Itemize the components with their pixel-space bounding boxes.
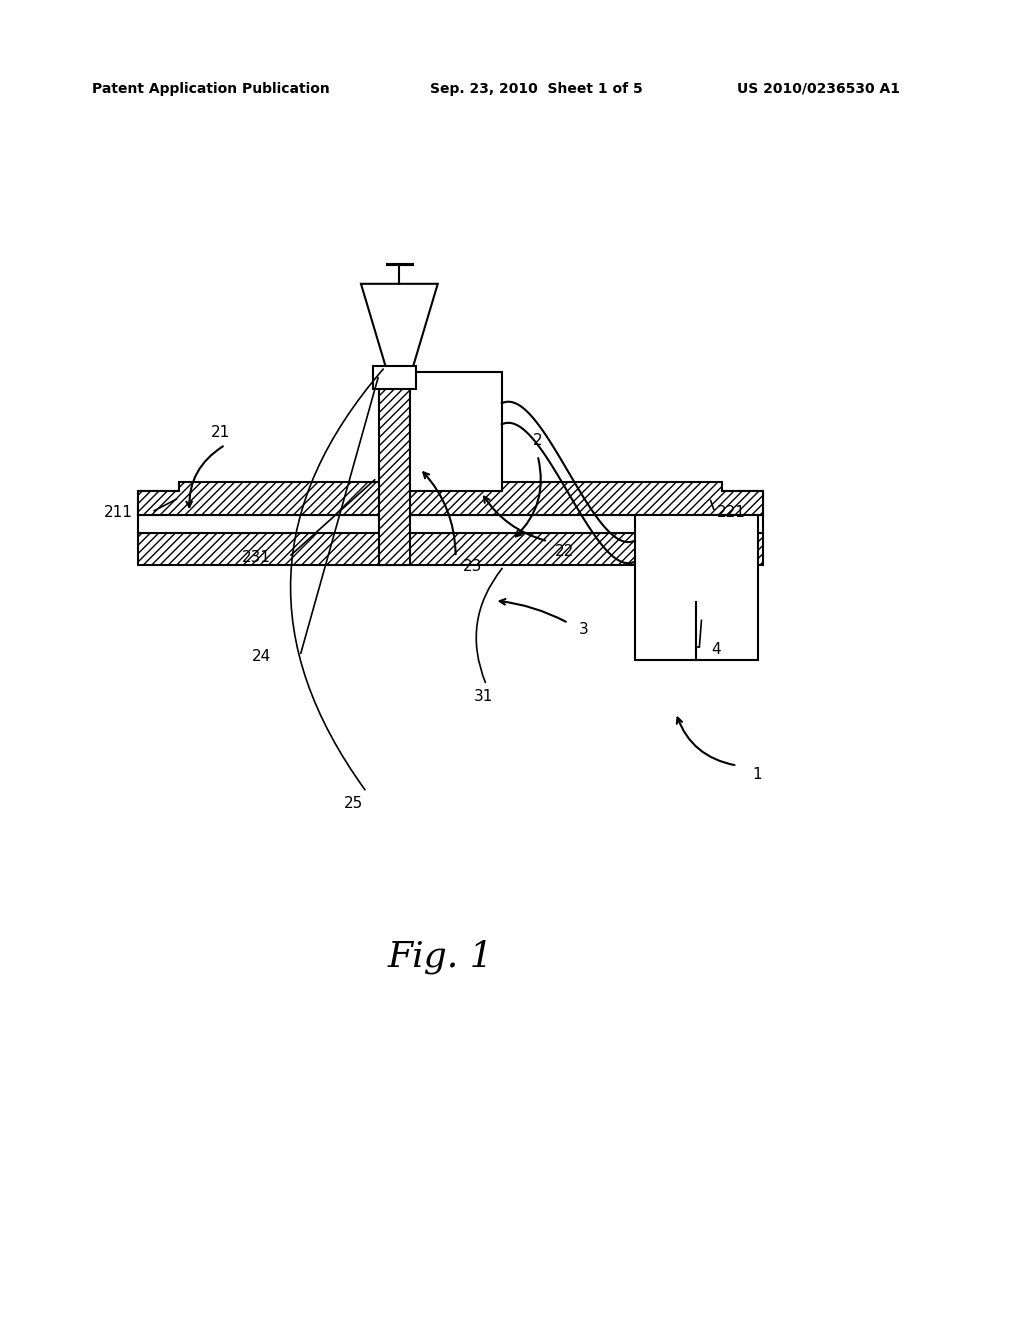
Polygon shape bbox=[373, 366, 416, 389]
Polygon shape bbox=[635, 515, 758, 660]
Text: 21: 21 bbox=[211, 425, 229, 441]
Text: 2: 2 bbox=[532, 433, 543, 449]
Text: Fig. 1: Fig. 1 bbox=[387, 940, 494, 974]
Text: US 2010/0236530 A1: US 2010/0236530 A1 bbox=[737, 82, 900, 96]
Polygon shape bbox=[138, 533, 763, 565]
Text: 211: 211 bbox=[104, 504, 133, 520]
Polygon shape bbox=[138, 515, 763, 533]
Text: 1: 1 bbox=[753, 767, 762, 783]
Text: Patent Application Publication: Patent Application Publication bbox=[92, 82, 330, 96]
Text: 24: 24 bbox=[252, 648, 271, 664]
Text: 25: 25 bbox=[344, 796, 362, 812]
Polygon shape bbox=[138, 482, 763, 515]
Polygon shape bbox=[379, 370, 410, 565]
Text: 4: 4 bbox=[712, 642, 721, 657]
Polygon shape bbox=[361, 284, 438, 370]
Polygon shape bbox=[138, 491, 763, 515]
Text: 3: 3 bbox=[579, 622, 589, 638]
Polygon shape bbox=[410, 372, 502, 491]
Text: 23: 23 bbox=[463, 558, 482, 574]
Text: Sep. 23, 2010  Sheet 1 of 5: Sep. 23, 2010 Sheet 1 of 5 bbox=[430, 82, 643, 96]
Text: 31: 31 bbox=[474, 689, 494, 705]
Text: 22: 22 bbox=[555, 544, 574, 560]
Text: 231: 231 bbox=[243, 549, 271, 565]
Text: 221: 221 bbox=[717, 504, 745, 520]
